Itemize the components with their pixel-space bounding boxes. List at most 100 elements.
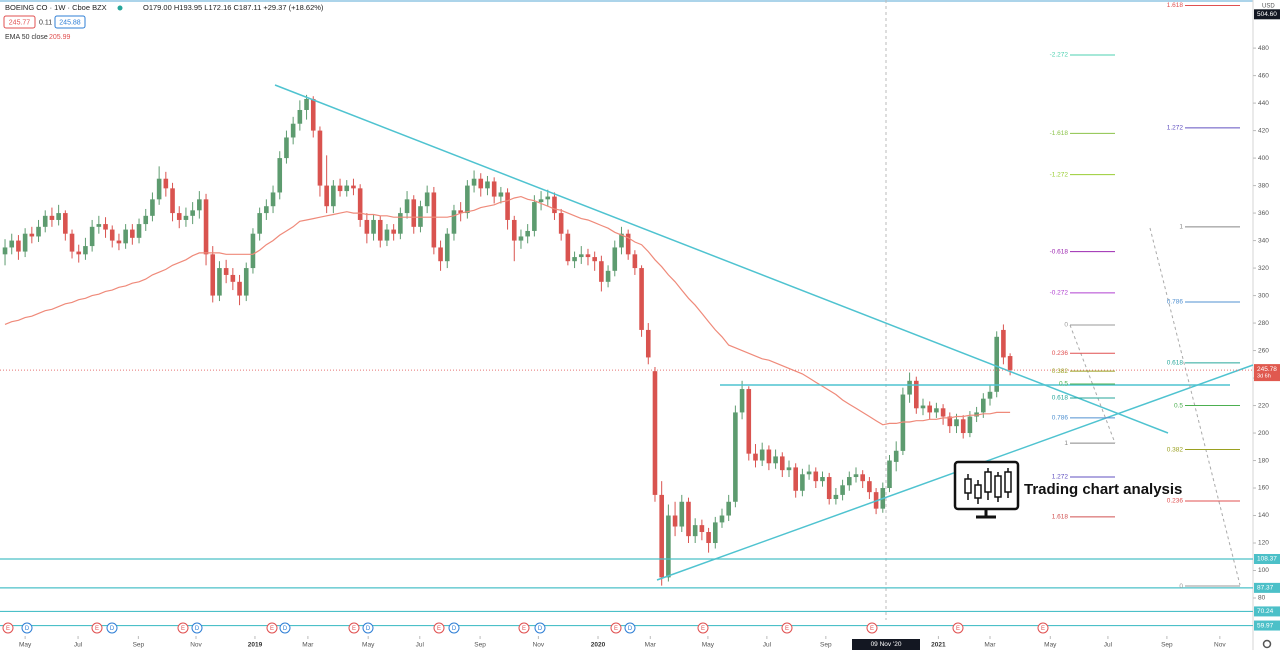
y-tick-label: 340 (1258, 237, 1269, 244)
event-label: D (283, 626, 288, 632)
candle-body (619, 233, 624, 248)
event-marker (106, 622, 118, 634)
event-label: E (785, 626, 789, 632)
candle-body (404, 199, 410, 214)
level-label-box (1254, 554, 1280, 565)
event-marker (952, 622, 964, 634)
candle-body (371, 219, 376, 234)
fib-level-label: 0.618 (1052, 395, 1069, 402)
fib-level-label: -1.272 (1050, 171, 1069, 178)
candle-body (666, 515, 671, 578)
fib-level-label: 1.618 (1052, 514, 1069, 521)
x-tick-label: Nov (533, 642, 545, 649)
fib-level-label: 0 (1179, 583, 1183, 590)
candle-body (344, 185, 350, 192)
candle-body (779, 456, 785, 471)
candle-body (210, 254, 216, 296)
candle-body (645, 329, 651, 358)
candle-body (36, 226, 41, 237)
candle-body (89, 226, 95, 247)
candle-body (913, 380, 919, 409)
fib-level-label: 1.272 (1167, 125, 1184, 132)
candle-body (558, 213, 564, 234)
candle-body (130, 229, 135, 238)
fib-level-label: -2.272 (1050, 52, 1069, 59)
candle-body (860, 474, 865, 482)
x-tick-label: Mar (645, 642, 657, 649)
event-marker (433, 622, 445, 634)
candle-body (491, 181, 497, 197)
fib-level-label: 0.786 (1167, 299, 1184, 306)
event-label: D (366, 626, 371, 632)
candle-body (726, 501, 731, 516)
candle-body (183, 215, 189, 220)
bid-box (3, 15, 36, 29)
x-tick-label: Sep (474, 642, 486, 649)
event-label: E (870, 626, 874, 632)
indicator-value: 205.99 (49, 34, 71, 41)
candle-body (893, 450, 899, 462)
candle-body (773, 456, 778, 464)
x-tick-label: Jul (74, 642, 83, 649)
candle-body (900, 394, 906, 451)
candle-body (605, 270, 611, 282)
ask: 245.88 (59, 19, 81, 26)
level-label: 108.37 (1257, 556, 1277, 563)
event-marker (624, 622, 636, 634)
y-tick-label: 220 (1258, 402, 1269, 409)
y-tick-label: 440 (1258, 100, 1269, 107)
fib-level-label: 0.618 (1167, 360, 1184, 367)
candle-body (22, 233, 28, 252)
level-label: 87.37 (1257, 585, 1274, 592)
candle-body (123, 229, 128, 244)
candle-body (310, 98, 316, 131)
candle-body (384, 229, 390, 241)
trendline (274, 84, 1169, 434)
crosshair-label-box (852, 639, 920, 650)
y-tick-label: 360 (1258, 210, 1269, 217)
x-tick-label: May (19, 642, 32, 649)
candle-body (686, 501, 691, 537)
candle-body (592, 257, 597, 262)
candle-body (304, 98, 309, 110)
candle-body (96, 224, 102, 227)
candle-body (56, 213, 61, 220)
y-tick-label: 280 (1258, 320, 1269, 327)
candle-body (270, 192, 276, 207)
ohlc-readout: O179.00 H193.95 L172.16 C187.11 +29.37 (… (143, 3, 324, 12)
fib-level-label: 0 (1064, 322, 1068, 329)
candle-body (672, 515, 678, 527)
x-tick-label: Nov (1214, 642, 1226, 649)
x-tick-label: May (362, 642, 375, 649)
x-tick-label: Mar (984, 642, 996, 649)
x-tick-label: Sep (820, 642, 832, 649)
gear[interactable] (1262, 639, 1272, 649)
candle-body (317, 130, 323, 186)
x-tick-label: Jul (416, 642, 425, 649)
candle-body (444, 233, 450, 262)
event-marker (610, 622, 622, 634)
event-label: D (110, 626, 115, 632)
candle-body (800, 474, 805, 491)
y-tick-label: 480 (1258, 45, 1269, 52)
event-label: E (1041, 626, 1045, 632)
candle-body (612, 247, 618, 271)
x-tick-label: May (702, 642, 715, 649)
fib-level-label: -0.618 (1050, 248, 1069, 255)
candle-body (733, 412, 738, 502)
candle-body (907, 380, 912, 395)
candle-body (2, 247, 8, 255)
candle-body (947, 416, 953, 427)
y-tick-label: 80 (1258, 595, 1266, 602)
candle-body (934, 408, 939, 413)
candle-body (257, 213, 262, 234)
y-tick-label: 180 (1258, 457, 1269, 464)
event-label: E (352, 626, 356, 632)
candle-body (806, 471, 812, 475)
event-marker (448, 622, 460, 634)
settings-icon[interactable] (1262, 639, 1272, 649)
candle-body (987, 391, 993, 399)
candle-body (451, 210, 457, 234)
bid: 245.77 (9, 19, 31, 26)
